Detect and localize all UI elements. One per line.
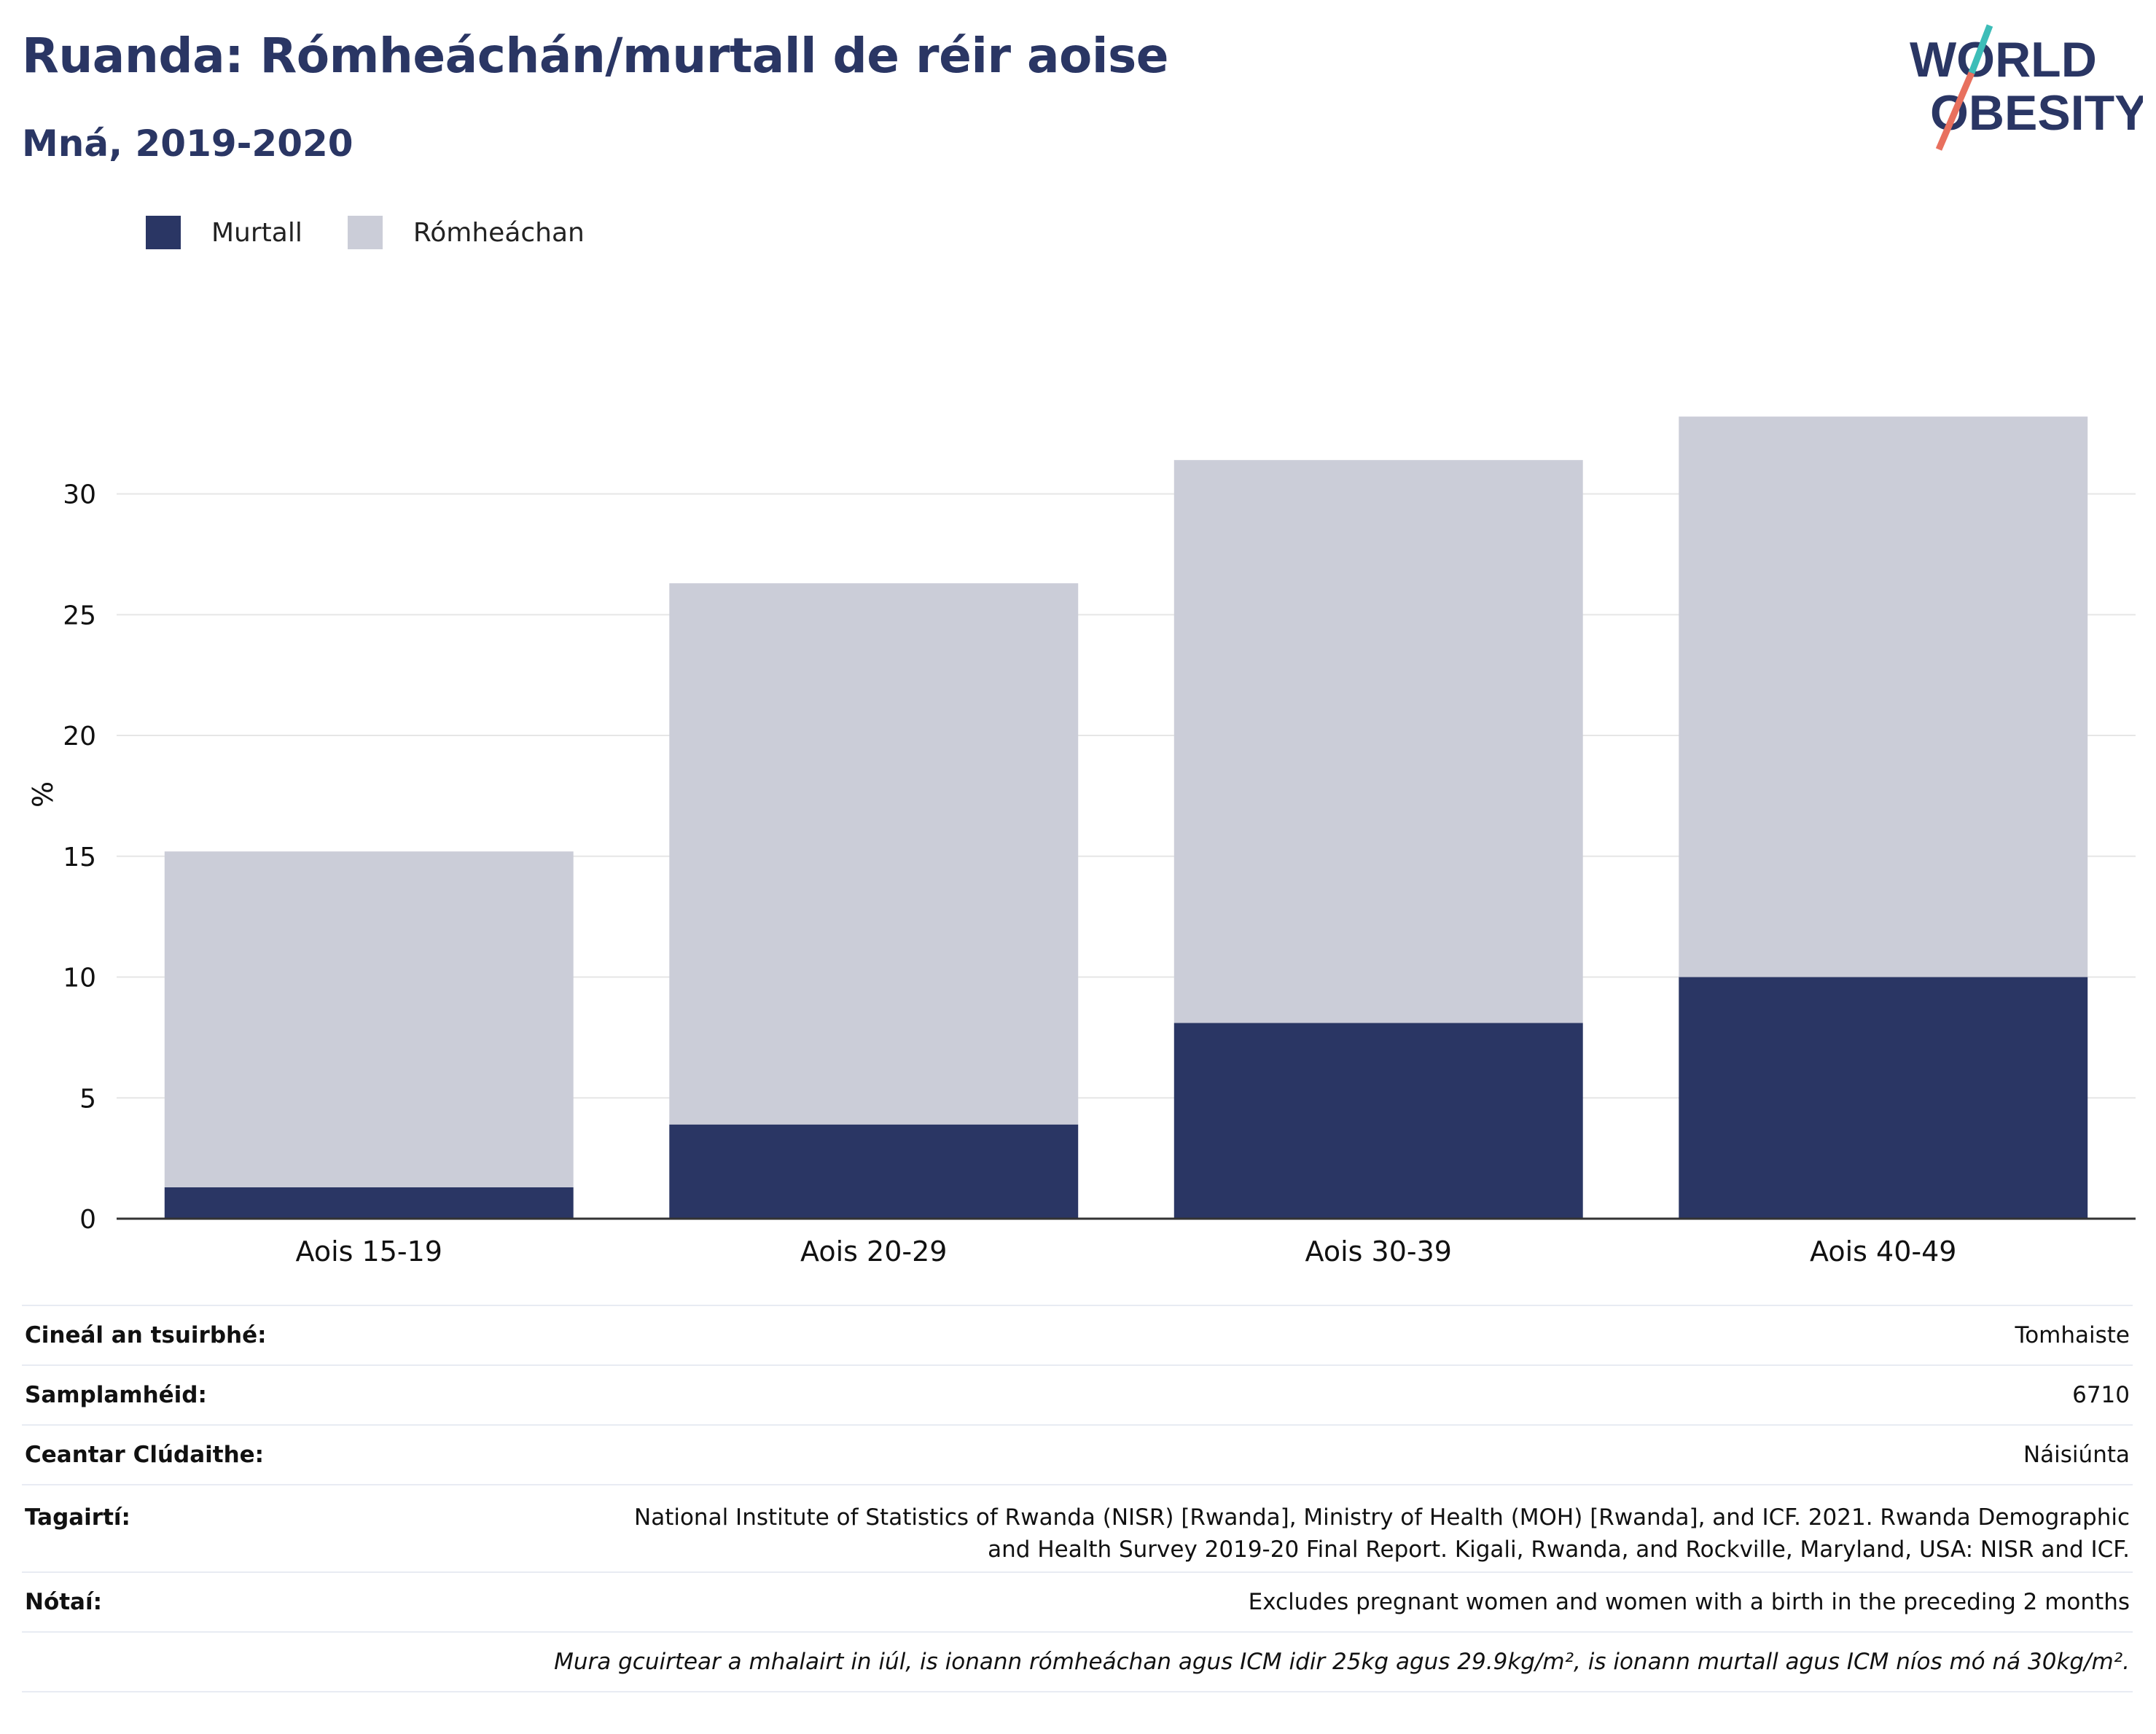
x-axis-ticks: Aois 15-19 Aois 20-29 Aois 30-39 Aois 40-49 xyxy=(296,1235,1957,1268)
y-tick-label-2: 10 xyxy=(63,964,96,993)
bar-overweight-2 xyxy=(1173,460,1583,1023)
notes-value: Excludes pregnant women and women with a… xyxy=(1248,1589,2130,1615)
references-label: Tagairtí: xyxy=(25,1504,130,1531)
logo-word-world: WORLD xyxy=(1910,32,2097,87)
bar-obese-1 xyxy=(669,1124,1079,1219)
info-row-survey-type: Cineál an tsuirbhé: Tomhaiste xyxy=(22,1305,2133,1364)
bar-overweight-1 xyxy=(669,583,1079,1125)
references-value: National Institute of Statistics of Rwan… xyxy=(634,1501,2130,1566)
logo-slash-coral xyxy=(1935,71,1975,151)
x-tick-label-1: Aois 20-29 xyxy=(800,1235,947,1268)
area-value: Náisiúnta xyxy=(2023,1442,2130,1468)
bar-obese-2 xyxy=(1173,1023,1583,1219)
bar-obese-0 xyxy=(164,1187,574,1219)
info-row-area: Ceantar Clúdaithe: Náisiúnta xyxy=(22,1424,2133,1484)
bar-chart: 0 5 10 15 20 25 30 Aois 15-19 Aois 20-29 Aois 30… xyxy=(27,416,2136,1268)
notes-label: Nótaí: xyxy=(25,1589,103,1615)
bar-obese-3 xyxy=(1679,977,2088,1219)
chart-subtitle: Mná, 2019-2020 xyxy=(22,122,354,165)
x-tick-label-3: Aois 40-49 xyxy=(1810,1235,1956,1268)
legend-item-overweight: Rómheáchan xyxy=(347,216,585,249)
bar-overweight-3 xyxy=(1679,416,2088,977)
y-tick-label-5: 25 xyxy=(63,601,96,630)
chart-legend: Murtall Rómheáchan xyxy=(146,216,630,249)
legend-swatch-overweight xyxy=(347,216,383,249)
x-tick-label-0: Aois 15-19 xyxy=(296,1235,442,1268)
y-tick-label-3: 15 xyxy=(63,843,96,872)
sample-size-value: 6710 xyxy=(2072,1382,2130,1408)
y-tick-label-4: 20 xyxy=(63,722,96,751)
logo-slash-teal xyxy=(1968,24,1993,74)
legend-swatch-obese xyxy=(146,216,181,249)
references-line-2: and Health Survey 2019-20 Final Report. … xyxy=(988,1536,2130,1563)
legend-label-overweight: Rómheáchan xyxy=(413,217,585,248)
y-tick-label-0: 0 xyxy=(79,1205,96,1235)
references-line-1: National Institute of Statistics of Rwan… xyxy=(634,1504,2130,1531)
info-row-notes: Nótaí: Excludes pregnant women and women… xyxy=(22,1571,2133,1631)
survey-info-table: Cineál an tsuirbhé: Tomhaiste Samplamhéi… xyxy=(22,1305,2133,1692)
info-row-footnote: Mura gcuirtear a mhalairt in iúl, is ion… xyxy=(22,1631,2133,1692)
legend-item-obese: Murtall xyxy=(146,216,302,249)
bar-overweight-0 xyxy=(164,851,574,1187)
survey-type-label: Cineál an tsuirbhé: xyxy=(25,1322,267,1348)
sample-size-label: Samplamhéid: xyxy=(25,1382,207,1408)
y-tick-label-6: 30 xyxy=(63,480,96,510)
chart-title: Ruanda: Rómheáchán/murtall de réir aoise xyxy=(22,28,1169,84)
y-axis-ticks: 0 5 10 15 20 25 30 xyxy=(63,480,96,1235)
chart-bars xyxy=(164,416,2088,1219)
legend-label-obese: Murtall xyxy=(211,217,302,248)
y-tick-label-1: 5 xyxy=(79,1084,96,1114)
bmi-footnote: Mura gcuirtear a mhalairt in iúl, is ion… xyxy=(554,1649,2130,1675)
info-row-sample-size: Samplamhéid: 6710 xyxy=(22,1364,2133,1424)
info-row-references: Tagairtí: National Institute of Statisti… xyxy=(22,1484,2133,1571)
x-tick-label-2: Aois 30-39 xyxy=(1305,1235,1452,1268)
world-obesity-logo: WORLD OBESITY xyxy=(1910,24,2143,151)
y-axis-label: % xyxy=(27,781,59,808)
area-label: Ceantar Clúdaithe: xyxy=(25,1442,265,1468)
survey-type-value: Tomhaiste xyxy=(2015,1322,2130,1348)
